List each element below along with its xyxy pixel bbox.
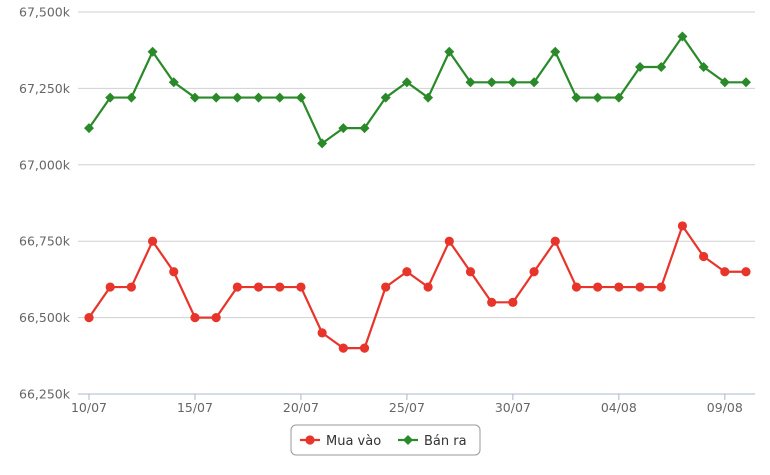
data-point [253, 92, 264, 103]
data-point [593, 282, 603, 292]
data-point [487, 297, 497, 307]
data-point [189, 92, 200, 103]
data-point [147, 46, 158, 57]
data-point [741, 267, 751, 277]
y-tick-label: 67,000k [19, 157, 71, 172]
data-point [656, 62, 667, 73]
data-point [402, 267, 412, 277]
data-point [423, 282, 433, 292]
legend-marker-ban-ra [403, 435, 413, 445]
data-point [614, 282, 624, 292]
data-point [232, 282, 242, 292]
data-point [211, 313, 221, 323]
y-tick-label: 66,250k [19, 387, 71, 402]
data-point [698, 62, 709, 73]
data-point [444, 46, 455, 57]
x-axis: 10/07 15/07 20/07 25/07 30/07 04/08 09/08 [71, 393, 755, 415]
data-point [359, 123, 370, 134]
data-point [84, 313, 94, 323]
data-point [571, 92, 582, 103]
data-point [359, 343, 370, 353]
data-point [211, 92, 222, 103]
data-point [677, 31, 688, 42]
data-point [253, 282, 264, 292]
data-point [423, 92, 434, 103]
data-point [699, 251, 709, 262]
series-line [88, 35, 746, 145]
series-layer [84, 31, 751, 353]
data-point [274, 92, 285, 103]
data-point [613, 92, 624, 103]
y-axis: 66,250k 66,500k 66,750k 67,000k 67,250k 67,50… [19, 5, 71, 402]
data-point [550, 46, 561, 57]
data-point [169, 267, 179, 277]
data-point [105, 282, 115, 292]
x-tick-label: 20/07 [283, 400, 319, 415]
data-point [380, 92, 391, 103]
data-point [295, 92, 306, 103]
legend: Mua vào Bán ra [290, 424, 481, 456]
y-tick-label: 66,500k [19, 310, 71, 325]
data-point [719, 77, 730, 88]
data-point [105, 92, 116, 103]
x-tick-label: 10/07 [71, 400, 107, 415]
data-point [465, 77, 476, 88]
legend-label-ban-ra: Bán ra [424, 434, 467, 449]
data-point [508, 297, 518, 307]
x-tick-label: 30/07 [495, 400, 531, 415]
data-point [168, 77, 179, 88]
y-tick-label: 66,750k [19, 234, 71, 249]
data-point [444, 236, 454, 246]
data-point [486, 77, 497, 88]
data-point [338, 343, 348, 353]
series-mua-vao [84, 221, 751, 353]
legend-label-mua-vao: Mua vào [326, 434, 381, 449]
data-point [190, 313, 200, 323]
series-ban-ra [84, 31, 751, 149]
data-point [529, 77, 540, 88]
data-point [84, 123, 94, 134]
data-point [550, 236, 560, 246]
data-point [529, 267, 539, 277]
data-point [507, 77, 518, 88]
data-point [338, 123, 349, 134]
x-tick-label: 09/08 [707, 400, 743, 415]
x-tick-label: 15/07 [177, 400, 213, 415]
data-point [317, 328, 327, 338]
data-point [126, 282, 136, 292]
data-point [275, 282, 285, 292]
x-tick-label: 04/08 [601, 400, 637, 415]
data-point [571, 282, 582, 292]
data-point [296, 282, 306, 292]
data-point [381, 282, 391, 292]
data-point [465, 267, 476, 277]
legend-marker-mua-vao [305, 435, 315, 445]
series-line [88, 224, 746, 350]
legend-box [290, 424, 481, 456]
data-point [677, 221, 688, 231]
y-tick-label: 67,500k [19, 5, 71, 20]
data-point [147, 236, 158, 246]
data-point [635, 282, 645, 292]
gridlines [78, 11, 755, 319]
data-point [317, 138, 328, 149]
data-point [401, 77, 412, 88]
data-point [126, 92, 137, 103]
x-tick-label: 25/07 [389, 400, 425, 415]
data-point [232, 92, 243, 103]
data-point [635, 62, 646, 73]
y-tick-label: 67,250k [19, 81, 71, 96]
data-point [592, 92, 603, 103]
data-point [720, 267, 730, 277]
data-point [741, 77, 751, 88]
data-point [656, 282, 666, 292]
